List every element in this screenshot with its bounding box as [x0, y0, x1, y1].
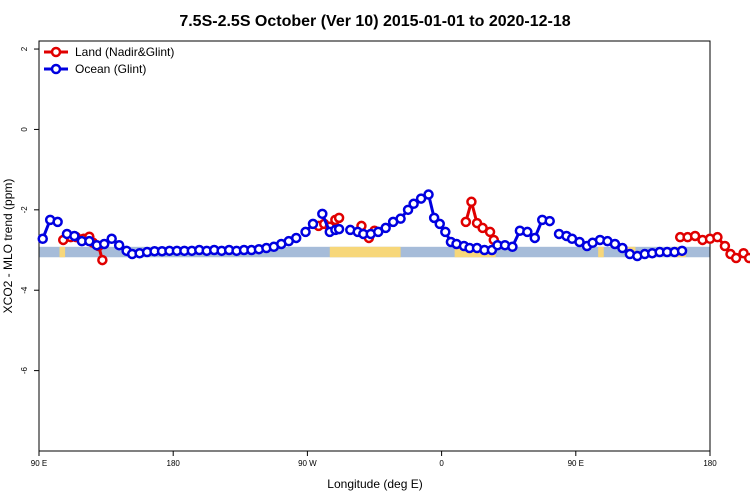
y-tick-label-0: 2 [20, 46, 29, 51]
axes: 90 E 180 90 W 0 90 E 180 2 0 -2 -4 -6 [20, 46, 717, 468]
plot-area [38, 40, 711, 452]
data-point-land [730, 252, 742, 264]
data-point-land [460, 216, 472, 228]
data-point-land [477, 222, 488, 234]
data-point-ocean [300, 226, 311, 238]
data-point-ocean [98, 238, 110, 250]
x-tick-label-3: 0 [439, 459, 444, 468]
series-layer [37, 189, 750, 266]
data-point-land [712, 231, 723, 243]
data-point-ocean [609, 238, 621, 250]
legend: Land (Nadir&Glint) Ocean (Glint) [44, 45, 174, 76]
data-point-ocean [529, 232, 541, 244]
data-point-ocean [440, 226, 451, 238]
data-point-ocean [617, 242, 628, 254]
y-axis-label: XCO2 - MLO trend (ppm) [1, 179, 15, 314]
y-tick-label-1: 0 [20, 127, 29, 132]
data-point-land [719, 240, 731, 252]
data-point-land [743, 252, 750, 264]
data-point-ocean [317, 208, 328, 220]
data-point-ocean [307, 218, 319, 230]
x-tick-label-0: 90 E [31, 459, 47, 468]
data-point-ocean [428, 212, 440, 224]
data-point-land [689, 230, 701, 242]
data-point-land [97, 254, 108, 266]
y-tick-label-2: -2 [20, 206, 29, 214]
data-point-ocean [395, 213, 406, 224]
data-point-ocean [37, 233, 48, 245]
data-point-ocean [372, 226, 384, 238]
data-point-ocean [84, 235, 95, 247]
x-tick-label-1: 180 [167, 459, 181, 468]
data-point-ocean [434, 218, 445, 230]
data-point-ocean [574, 236, 585, 248]
y-tick-label-3: -4 [20, 286, 29, 294]
data-point-ocean [522, 226, 533, 238]
data-point-ocean [52, 216, 63, 228]
data-point-ocean [380, 222, 391, 234]
data-point-ocean [290, 232, 302, 244]
data-point-ocean [415, 193, 427, 204]
data-point-ocean [544, 215, 555, 227]
legend-label-ocean: Ocean (Glint) [75, 62, 146, 76]
series-ocean [37, 189, 688, 262]
data-point-ocean [408, 198, 419, 210]
data-point-ocean [69, 230, 80, 242]
data-point-ocean [423, 189, 434, 200]
legend-label-land: Land (Nadir&Glint) [75, 45, 174, 59]
data-point-ocean [402, 204, 414, 216]
data-point-land [484, 226, 496, 238]
x-tick-label-2: 90 W [298, 459, 317, 468]
x-axis-label: Longitude (deg E) [327, 477, 422, 491]
x-tick-label-4: 90 E [568, 459, 584, 468]
y-tick-label-4: -6 [20, 367, 29, 375]
data-point-land [466, 196, 477, 208]
data-point-ocean [507, 241, 518, 253]
data-point-ocean [333, 223, 345, 235]
plot-frame [38, 40, 711, 452]
data-point-ocean [113, 239, 125, 251]
x-tick-label-5: 180 [703, 459, 717, 468]
data-point-ocean [676, 245, 688, 257]
land-band-segment-3 [598, 246, 604, 258]
legend-marker-land [50, 46, 62, 58]
data-point-ocean [106, 233, 117, 245]
chart-title: 7.5S-2.5S October (Ver 10) 2015-01-01 to… [179, 13, 570, 30]
legend-marker-ocean [50, 63, 62, 75]
data-point-land [333, 212, 345, 224]
land-band-segment-1 [329, 246, 401, 258]
land-band-segment-0 [59, 246, 66, 258]
